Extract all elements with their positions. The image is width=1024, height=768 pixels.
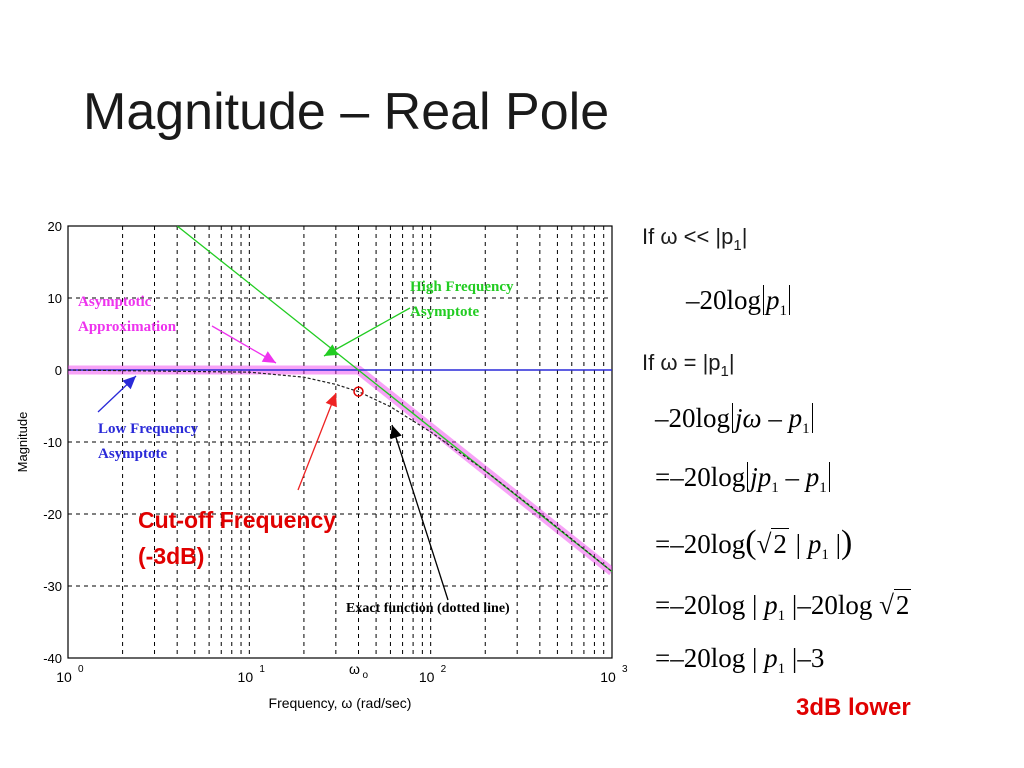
arrow-cutoff-line	[297, 392, 337, 491]
three-db-lower-note: 3dB lower	[796, 694, 911, 721]
x-tick-exponent: 3	[622, 664, 628, 675]
y-tick-label: -10	[43, 435, 62, 450]
equation-low-frequency: –20log p1	[686, 285, 792, 320]
series-exact-function	[68, 369, 612, 573]
cutoff-point-marker	[353, 386, 364, 397]
annotation-exact: Exact function (dotted line)	[346, 601, 510, 616]
equation-line-5: =–20log | p1 |–3	[655, 643, 825, 677]
annotation-asymptotic-line1: Asymptotic	[78, 294, 152, 310]
annotation-high-line2: Asymptote	[410, 304, 479, 320]
y-tick-label: 20	[48, 219, 62, 234]
annotation-low-line1: Low Frequency	[98, 421, 199, 437]
annotation-asymptotic-line2: Approximation	[78, 319, 177, 335]
x-tick-label: 10	[419, 669, 435, 685]
x-tick-label: 10	[238, 669, 254, 685]
y-tick-label: -20	[43, 507, 62, 522]
slide-title: Magnitude – Real Pole	[83, 83, 610, 141]
x-tick-label: 10	[56, 669, 72, 685]
condition-at-pole: If ω = |p1|	[642, 350, 735, 380]
condition-low-frequency: If ω << |p1|	[642, 224, 748, 254]
equation-line-2: =–20log jp1 – p1	[655, 462, 832, 497]
series-high-frequency-asymptote	[176, 226, 612, 573]
y-tick-label: -40	[43, 651, 62, 666]
omega0-label: ω	[349, 661, 360, 677]
x-tick-exponent: 0	[78, 664, 84, 675]
equation-line-3: =–20log(√2 | p1 |)	[655, 524, 853, 563]
equation-line-4: =–20log | p1 |–20log √2	[655, 589, 912, 624]
plot-frame	[67, 225, 613, 659]
annotation-high-line1: High Frequency	[410, 279, 514, 295]
arrow-high-frequency-line	[323, 307, 411, 357]
x-tick-exponent: 1	[259, 664, 265, 675]
x-tick-label: 10	[600, 669, 616, 685]
arrow-exact-line	[391, 424, 449, 601]
x-tick-exponent: 2	[441, 664, 447, 675]
y-tick-label: 10	[48, 291, 62, 306]
arrow-high-frequency-head	[324, 344, 339, 356]
bode-magnitude-plot: 20 10 0 -10 -20 -30 -40 10 0 10 1 10 2 10 3 ω o Frequency…	[0, 200, 640, 720]
y-tick-label: 0	[55, 363, 62, 378]
equation-line-1: –20log jω – p1	[655, 403, 815, 438]
arrow-low-frequency-head	[122, 376, 136, 390]
arrow-cutoff-head	[325, 393, 337, 408]
y-tick-label: -30	[43, 579, 62, 594]
y-axis-label: Magnitude	[15, 412, 30, 473]
arrow-asymptotic-head	[261, 351, 276, 363]
annotation-cutoff-line1: Cut-off Frequency	[138, 507, 336, 533]
annotation-cutoff-line2: (-3dB)	[138, 543, 204, 569]
x-axis-label: Frequency, ω (rad/sec)	[269, 695, 412, 711]
arrow-exact-head	[390, 425, 402, 440]
annotation-low-line2: Asymptote	[98, 446, 167, 462]
omega0-subscript: o	[363, 670, 369, 681]
